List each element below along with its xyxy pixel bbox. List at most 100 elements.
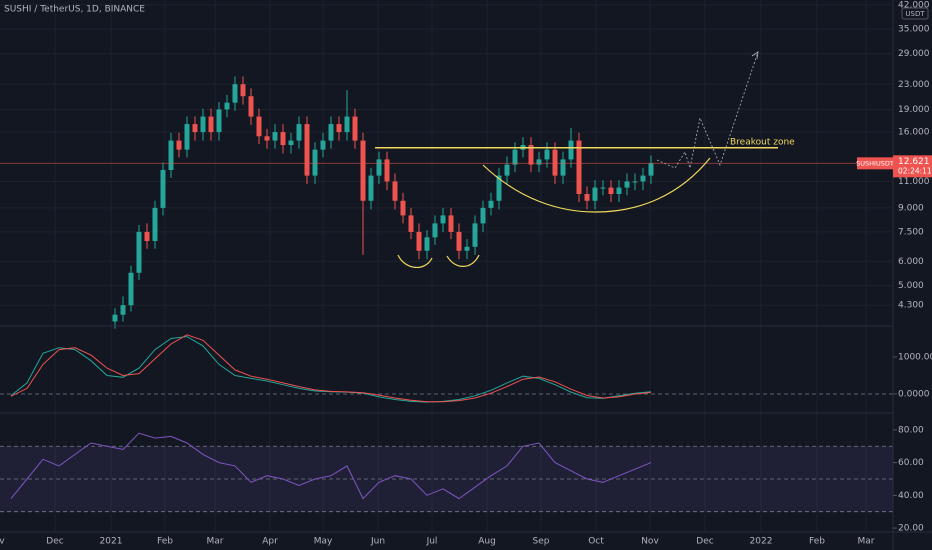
candle-body (200, 116, 206, 133)
projection-path (656, 51, 759, 169)
bottom-arc (397, 254, 433, 268)
candle-body (624, 181, 630, 188)
candle-body (496, 175, 502, 201)
candle-body (552, 149, 558, 176)
candle-body (168, 140, 174, 170)
candle-body (272, 132, 278, 141)
x-tick-label: Nov (641, 537, 659, 547)
candle-body (600, 187, 606, 189)
cup-curve (482, 157, 711, 213)
x-tick-label: 2022 (750, 537, 773, 547)
candle-body (416, 231, 422, 251)
x-tick-label: Sep (533, 537, 550, 547)
candle-body (360, 140, 366, 201)
symbol-badge (857, 157, 893, 170)
candle-body (376, 159, 382, 176)
candle-body (144, 231, 150, 241)
candle-body (488, 200, 494, 208)
candle-body (248, 96, 254, 117)
y-tick-label: 19.000 (898, 105, 930, 115)
x-tick-label: Nov (0, 537, 5, 547)
y-tick-label: 42.000 (898, 0, 930, 10)
candle-body (224, 102, 230, 110)
breakout-label: Breakout zone (730, 137, 795, 147)
candle-body (112, 314, 118, 322)
x-tick-label: Mar (858, 537, 875, 547)
candle-body (512, 149, 518, 165)
candle-body (432, 223, 438, 238)
y-tick-label: 60.00 (898, 458, 924, 468)
indicator-line (10, 334, 652, 403)
candle-body (536, 159, 542, 165)
y-tick-label: 35.000 (898, 24, 930, 34)
candle-body (384, 159, 390, 182)
candle-body (128, 272, 134, 306)
candle-body (576, 140, 582, 195)
x-tick-label: Jun (370, 537, 385, 547)
currency-box (901, 7, 929, 20)
candle-body (208, 116, 214, 133)
candle-body (616, 187, 622, 195)
price-badge (893, 155, 932, 178)
indicator-line (10, 432, 652, 500)
candle-body (280, 132, 286, 146)
y-tick-label: 6.000 (898, 257, 924, 267)
countdown-label: 02:24:11 (898, 166, 932, 175)
candle-body (544, 149, 550, 160)
x-tick-label: Apr (262, 537, 278, 547)
symbol-badge-label: SUSHIUSDT (856, 159, 894, 167)
candle-body (448, 215, 454, 232)
candle-body (264, 136, 270, 141)
candle-body (336, 124, 342, 133)
candle-body (472, 223, 478, 247)
price-badge-label: 12.621 (898, 157, 930, 167)
bottom-arc (446, 254, 480, 267)
y-tick-label: 23.000 (898, 80, 930, 90)
candle-body (648, 163, 654, 176)
candle-body (400, 200, 406, 216)
y-tick-label: 4.300 (898, 301, 924, 311)
candle-body (632, 181, 638, 183)
candle-body (312, 149, 318, 176)
candle-body (296, 124, 302, 141)
candle-body (152, 207, 158, 241)
x-tick-label: Oct (588, 537, 604, 547)
candle-body (368, 175, 374, 201)
candle-body (136, 231, 142, 273)
x-tick-label: May (314, 537, 333, 547)
arrow-head (751, 51, 759, 60)
symbol-title: SUSHI / TetherUS, 1D, BINANCE (4, 5, 145, 15)
y-tick-label: 16.000 (898, 128, 930, 138)
candle-body (456, 231, 462, 251)
y-tick-label: 80.00 (898, 425, 924, 435)
candle-body (392, 181, 398, 201)
candle-body (408, 215, 414, 232)
y-tick-label: 0.0000 (898, 389, 930, 399)
candle-body (120, 305, 126, 315)
candle-body (216, 109, 222, 133)
currency: USDT (905, 10, 925, 18)
x-tick-label: Aug (478, 537, 496, 547)
candle-body (320, 140, 326, 150)
x-tick-label: Feb (809, 537, 825, 547)
y-tick-label: 40.00 (898, 491, 924, 501)
y-tick-label: 11.000 (898, 177, 930, 187)
candle-body (440, 215, 446, 224)
x-tick-label: Dec (696, 537, 713, 547)
candle-body (560, 159, 566, 176)
candle-body (504, 164, 510, 176)
x-tick-label: Feb (157, 537, 173, 547)
candle-body (568, 140, 574, 160)
y-tick-label: 7.500 (898, 227, 924, 237)
x-tick-label: Jul (426, 537, 438, 547)
y-tick-label: 29.000 (898, 49, 930, 59)
candle-body (232, 84, 238, 103)
x-tick-label: Mar (207, 537, 224, 547)
candle-body (424, 237, 430, 251)
candle-body (184, 124, 190, 150)
candle-body (608, 187, 614, 195)
y-tick-label: 5.000 (898, 281, 924, 291)
candle-body (584, 194, 590, 201)
